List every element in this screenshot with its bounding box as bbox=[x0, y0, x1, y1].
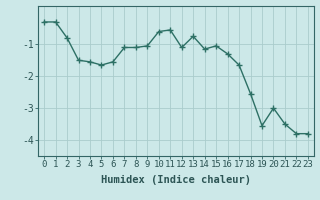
X-axis label: Humidex (Indice chaleur): Humidex (Indice chaleur) bbox=[101, 175, 251, 185]
